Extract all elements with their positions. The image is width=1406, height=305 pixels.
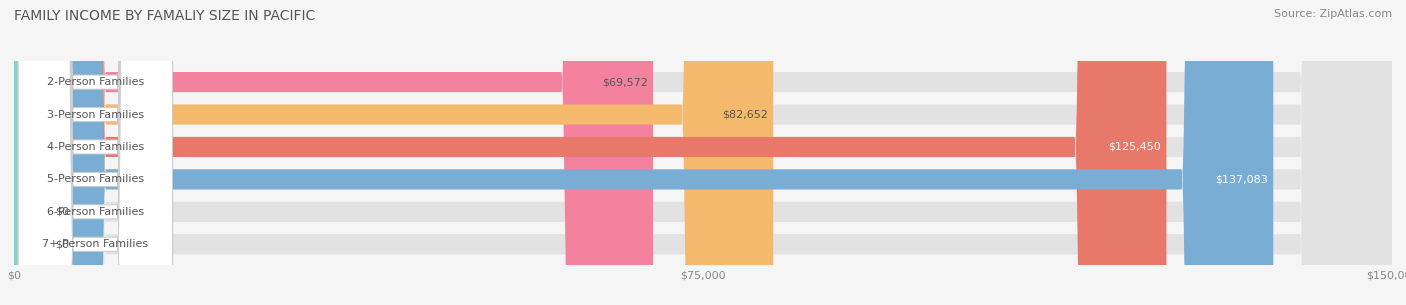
Text: $0: $0: [55, 207, 69, 217]
Text: 2-Person Families: 2-Person Families: [46, 77, 143, 87]
FancyBboxPatch shape: [18, 0, 173, 305]
Text: FAMILY INCOME BY FAMALIY SIZE IN PACIFIC: FAMILY INCOME BY FAMALIY SIZE IN PACIFIC: [14, 9, 315, 23]
FancyBboxPatch shape: [18, 0, 173, 305]
Text: 4-Person Families: 4-Person Families: [46, 142, 143, 152]
Text: $137,083: $137,083: [1215, 174, 1268, 185]
Text: $82,652: $82,652: [721, 109, 768, 120]
FancyBboxPatch shape: [14, 0, 1392, 305]
FancyBboxPatch shape: [18, 0, 173, 305]
FancyBboxPatch shape: [14, 0, 45, 305]
Text: 7+ Person Families: 7+ Person Families: [42, 239, 149, 249]
FancyBboxPatch shape: [18, 0, 173, 305]
FancyBboxPatch shape: [14, 0, 1167, 305]
FancyBboxPatch shape: [14, 0, 773, 305]
Text: $69,572: $69,572: [602, 77, 648, 87]
FancyBboxPatch shape: [14, 0, 1274, 305]
Text: 6-Person Families: 6-Person Families: [46, 207, 143, 217]
Text: Source: ZipAtlas.com: Source: ZipAtlas.com: [1274, 9, 1392, 19]
FancyBboxPatch shape: [18, 0, 173, 305]
FancyBboxPatch shape: [14, 0, 1392, 305]
Text: 5-Person Families: 5-Person Families: [46, 174, 143, 185]
FancyBboxPatch shape: [14, 0, 1392, 305]
Text: $125,450: $125,450: [1108, 142, 1161, 152]
FancyBboxPatch shape: [14, 0, 1392, 305]
FancyBboxPatch shape: [18, 0, 173, 305]
Text: 3-Person Families: 3-Person Families: [46, 109, 143, 120]
FancyBboxPatch shape: [14, 0, 1392, 305]
FancyBboxPatch shape: [14, 0, 654, 305]
FancyBboxPatch shape: [14, 0, 1392, 305]
Text: $0: $0: [55, 239, 69, 249]
FancyBboxPatch shape: [14, 0, 45, 305]
